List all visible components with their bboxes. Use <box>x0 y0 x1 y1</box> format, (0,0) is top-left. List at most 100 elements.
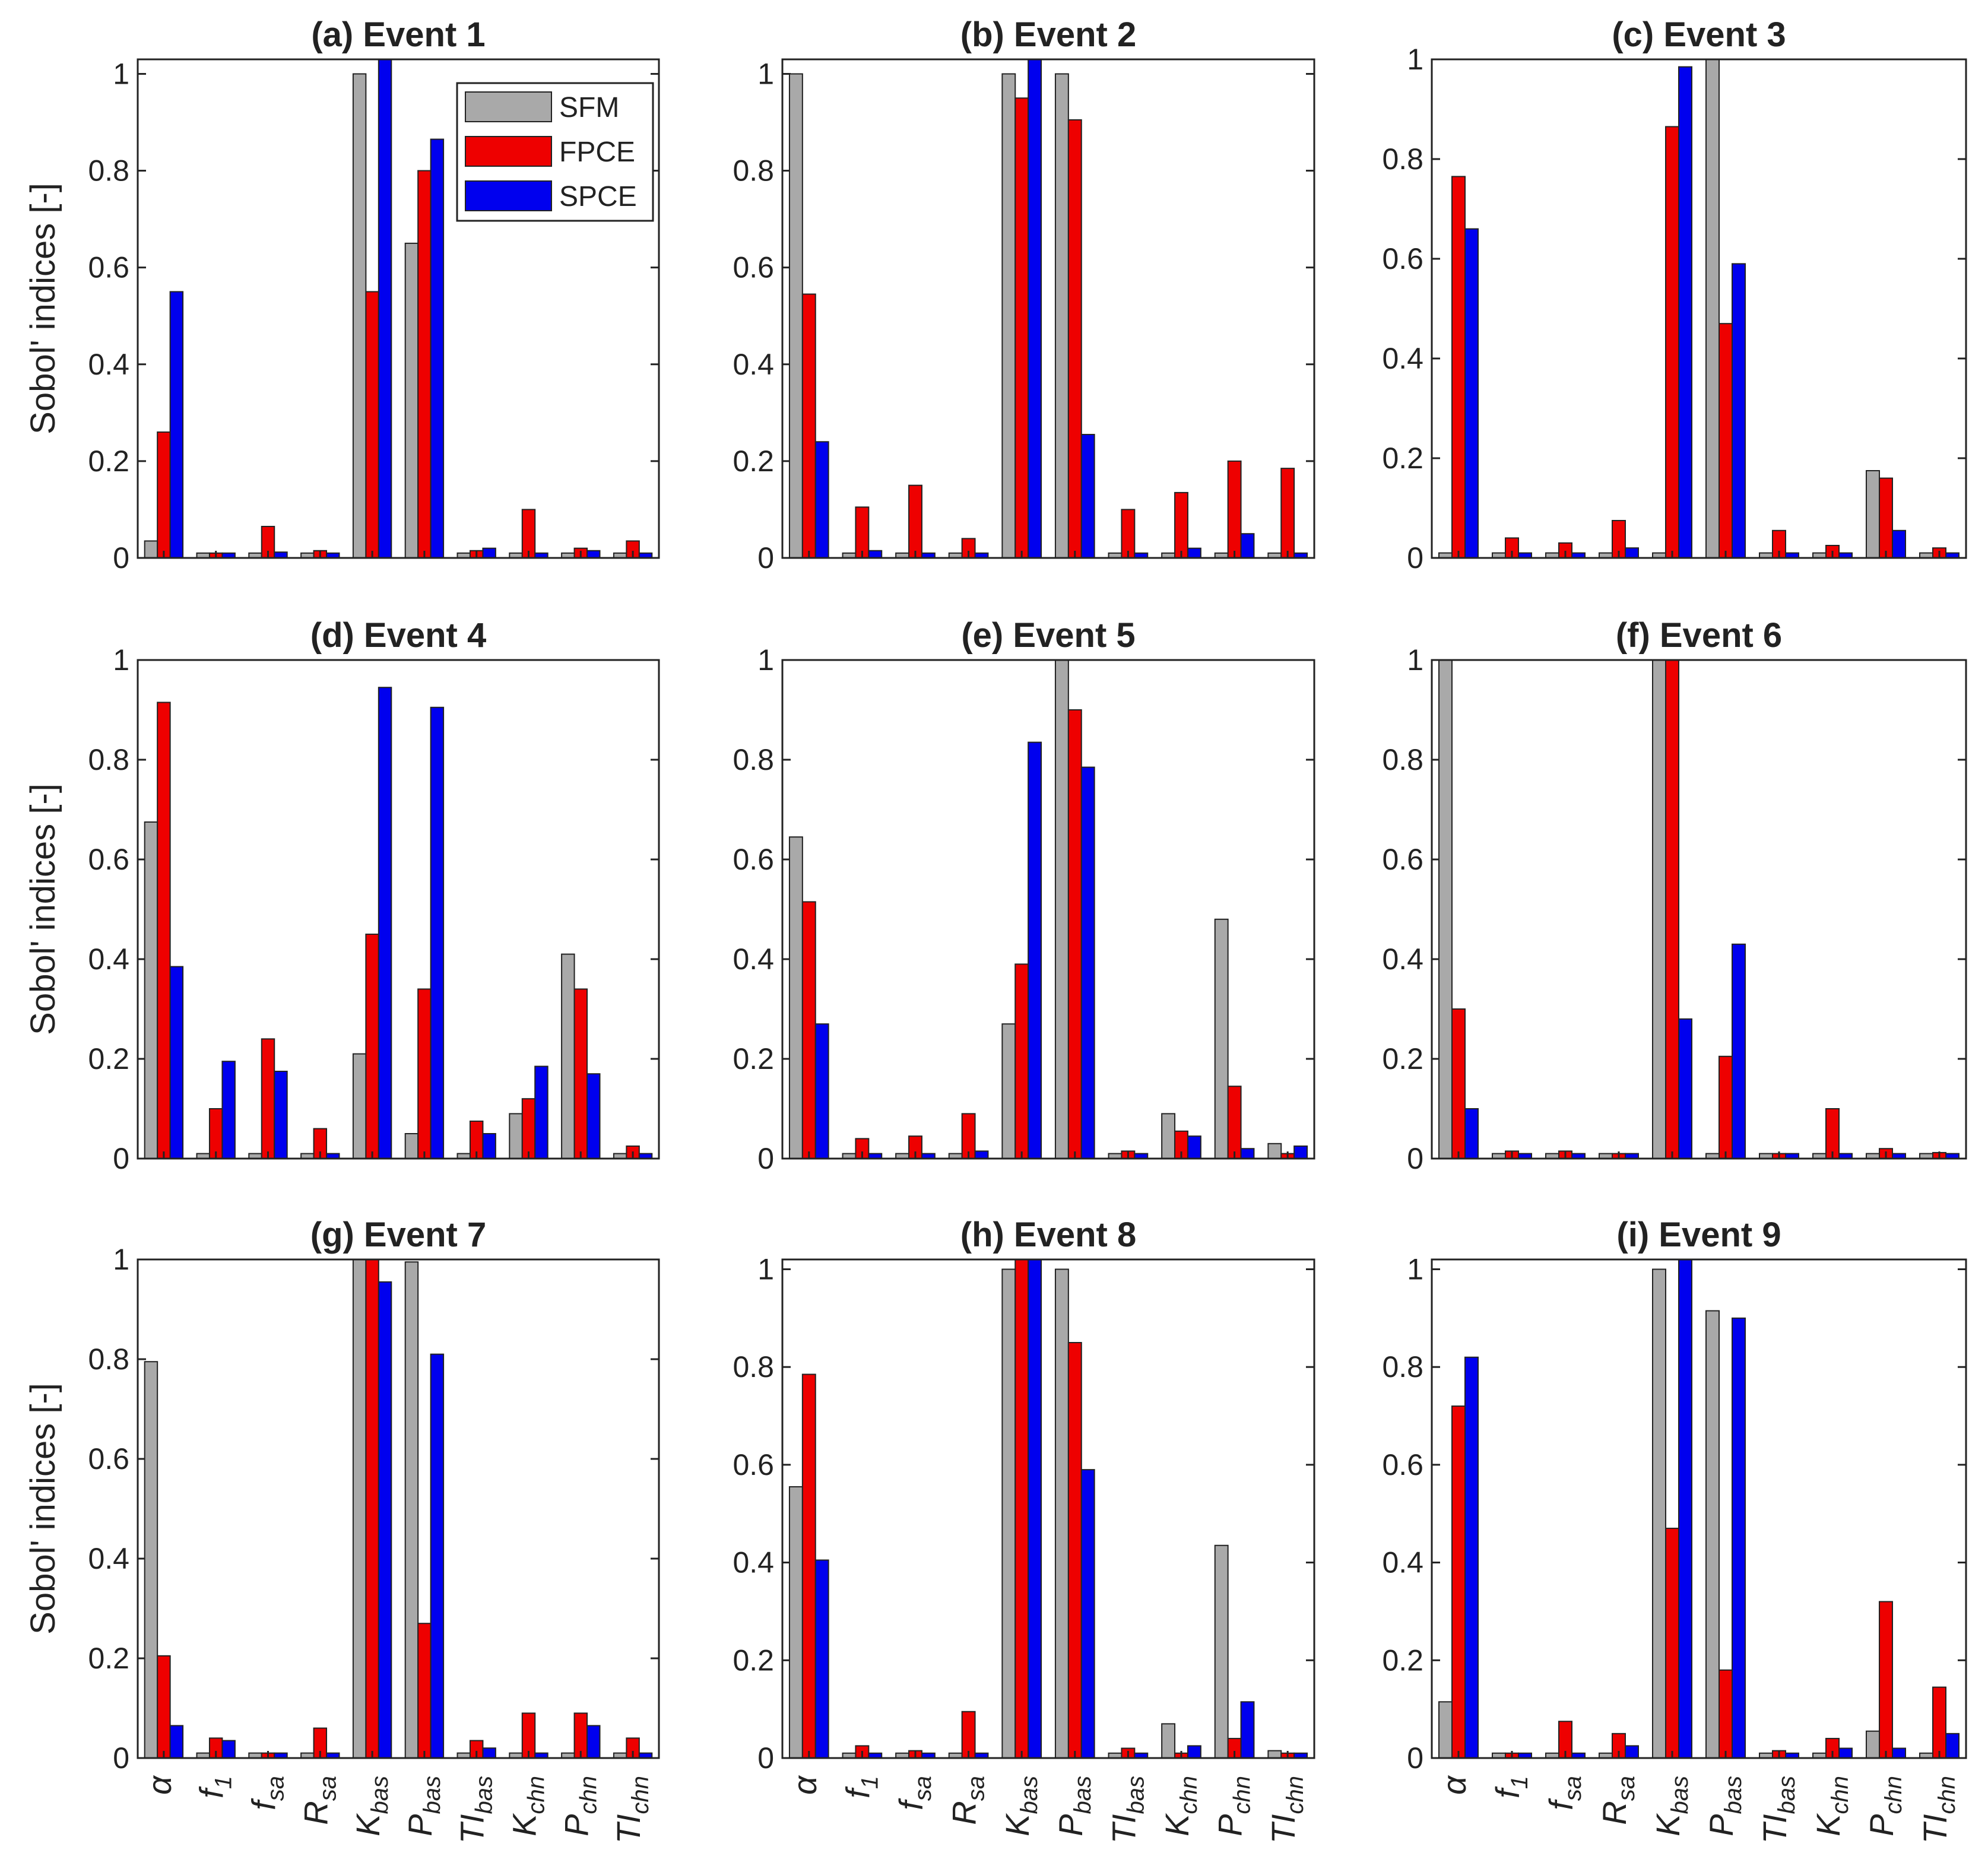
bar-spce <box>1678 1259 1692 1759</box>
axes-frame <box>1431 58 1967 559</box>
x-tick-label: Pbas <box>1702 1776 1746 1836</box>
bar-fpce <box>801 1373 816 1759</box>
y-tick-label: 0.6 <box>733 843 774 876</box>
bar-sfm <box>1214 1544 1229 1759</box>
x-tick-label: TIchn <box>1264 1776 1308 1844</box>
bar-spce <box>1625 547 1639 559</box>
panel-7: (g) Event 7 Sobol' indices [-] 0 0.2 0.4 0.6 0… <box>24 1216 660 1844</box>
x-tick-label: f1 <box>1489 1776 1533 1798</box>
bar-fpce <box>521 1098 536 1159</box>
y-tick-label: 0 <box>1407 1142 1423 1175</box>
panel-2: (b) Event 2 0 0.2 0.4 0.6 0.8 1 <box>733 15 1315 575</box>
x-tick-label: Pchn <box>557 1776 601 1836</box>
bar-fpce <box>1665 1527 1679 1759</box>
bar-spce <box>1028 1259 1042 1759</box>
y-tick-label: 0.8 <box>1382 743 1423 776</box>
bar-spce <box>378 687 392 1159</box>
bar-fpce <box>417 170 432 559</box>
y-tick-label: 0 <box>1407 541 1423 575</box>
x-tick-label: α <box>1435 1775 1473 1795</box>
bar-fpce <box>365 291 379 559</box>
bar-spce <box>1240 1701 1255 1759</box>
bar-spce <box>1732 1317 1746 1759</box>
x-tick-label: f1 <box>193 1776 237 1798</box>
bar-spce <box>378 1281 392 1759</box>
bar-sfm <box>1438 659 1453 1159</box>
y-tick-label: 0.6 <box>733 1448 774 1481</box>
bar-fpce <box>1014 1259 1029 1759</box>
y-tick-label: 0.4 <box>1382 1546 1423 1579</box>
x-tick-label: Pbas <box>401 1776 445 1836</box>
bar-sfm <box>1866 1730 1880 1759</box>
bar-spce <box>378 59 392 559</box>
y-axis-label: Sobol' indices [-] <box>24 1383 62 1635</box>
x-tick-label: TIchn <box>1916 1776 1960 1844</box>
y-tick-label: 0.2 <box>1382 442 1423 475</box>
y-tick-label: 0.6 <box>88 251 129 284</box>
bar-spce <box>1080 1469 1095 1759</box>
y-tick-label: 0.2 <box>1382 1042 1423 1075</box>
bar-sfm <box>1866 470 1880 559</box>
bar-sfm <box>352 1259 367 1759</box>
bar-fpce <box>1451 176 1466 559</box>
x-tick-label: Pbas <box>1052 1776 1096 1836</box>
y-tick-label: 0.8 <box>733 154 774 188</box>
y-tick-label: 0.6 <box>1382 843 1423 876</box>
bar-sfm <box>404 1261 419 1759</box>
panel-title: (f) Event 6 <box>1616 616 1782 655</box>
bar-sfm <box>144 540 158 559</box>
bar-spce <box>482 1133 496 1159</box>
bar-fpce <box>157 431 171 559</box>
bar-fpce <box>365 934 379 1159</box>
axes-frame <box>781 1258 1315 1759</box>
bar-spce <box>1732 263 1746 559</box>
bar-fpce <box>208 1108 223 1159</box>
bar-sfm <box>144 821 158 1159</box>
bar-sfm <box>1161 1113 1176 1160</box>
bar-spce <box>1464 228 1479 559</box>
bar-spce <box>1080 434 1095 559</box>
bar-sfm <box>404 242 419 559</box>
x-tick-label: Kbas <box>998 1776 1042 1836</box>
x-tick-label: Kchn <box>506 1776 550 1836</box>
bar-spce <box>1678 66 1692 559</box>
bar-spce <box>1464 1108 1479 1159</box>
y-tick-label: 0.2 <box>733 445 774 478</box>
bar-fpce <box>1227 1086 1242 1159</box>
bar-sfm <box>788 836 803 1159</box>
y-tick-label: 1 <box>757 1252 774 1286</box>
bar-spce <box>1892 529 1906 559</box>
y-tick-label: 0.2 <box>733 1643 774 1677</box>
panel-5: (e) Event 5 0 0.2 0.4 0.6 0.8 1 <box>733 616 1315 1175</box>
bar-fpce <box>417 988 432 1160</box>
axes-frame <box>137 1258 660 1759</box>
y-tick-label: 0.4 <box>88 943 129 976</box>
panel-title: (b) Event 2 <box>960 15 1137 54</box>
y-tick-label: 0.8 <box>88 1343 129 1376</box>
bar-spce <box>169 1725 184 1759</box>
y-tick-label: 1 <box>1407 643 1423 677</box>
bar-fpce <box>1067 709 1082 1159</box>
y-tick-label: 1 <box>113 57 129 90</box>
bar-spce <box>169 291 184 559</box>
bar-fpce <box>801 293 816 559</box>
bar-spce <box>814 1559 829 1759</box>
bar-sfm <box>1705 59 1720 559</box>
y-axis-label: Sobol' indices [-] <box>24 783 62 1035</box>
bar-sfm <box>1001 1023 1016 1159</box>
y-tick-label: 1 <box>1407 1252 1423 1286</box>
y-tick-label: 0.8 <box>1382 1350 1423 1384</box>
bar-sfm <box>1705 1310 1720 1759</box>
y-tick-label: 0 <box>757 541 774 575</box>
panel-9: (i) Event 9 0 0.2 0.4 0.6 0.8 1 α f1 fsa RsaKbasPb… <box>1382 1216 1967 1844</box>
bar-spce <box>534 1065 548 1159</box>
bar-sfm <box>1267 1750 1282 1759</box>
panel-1: (a) Event 1 Sobol' indices [-] 0 0.2 0.4 0.6 0… <box>24 15 660 575</box>
y-tick-label: 0.2 <box>88 1042 129 1075</box>
bar-fpce <box>1451 1008 1466 1159</box>
x-tick-label: f1 <box>839 1776 883 1798</box>
bar-sfm <box>404 1133 419 1159</box>
bar-spce <box>586 1073 601 1159</box>
bar-spce <box>274 1071 288 1159</box>
y-tick-label: 0.2 <box>733 1042 774 1075</box>
